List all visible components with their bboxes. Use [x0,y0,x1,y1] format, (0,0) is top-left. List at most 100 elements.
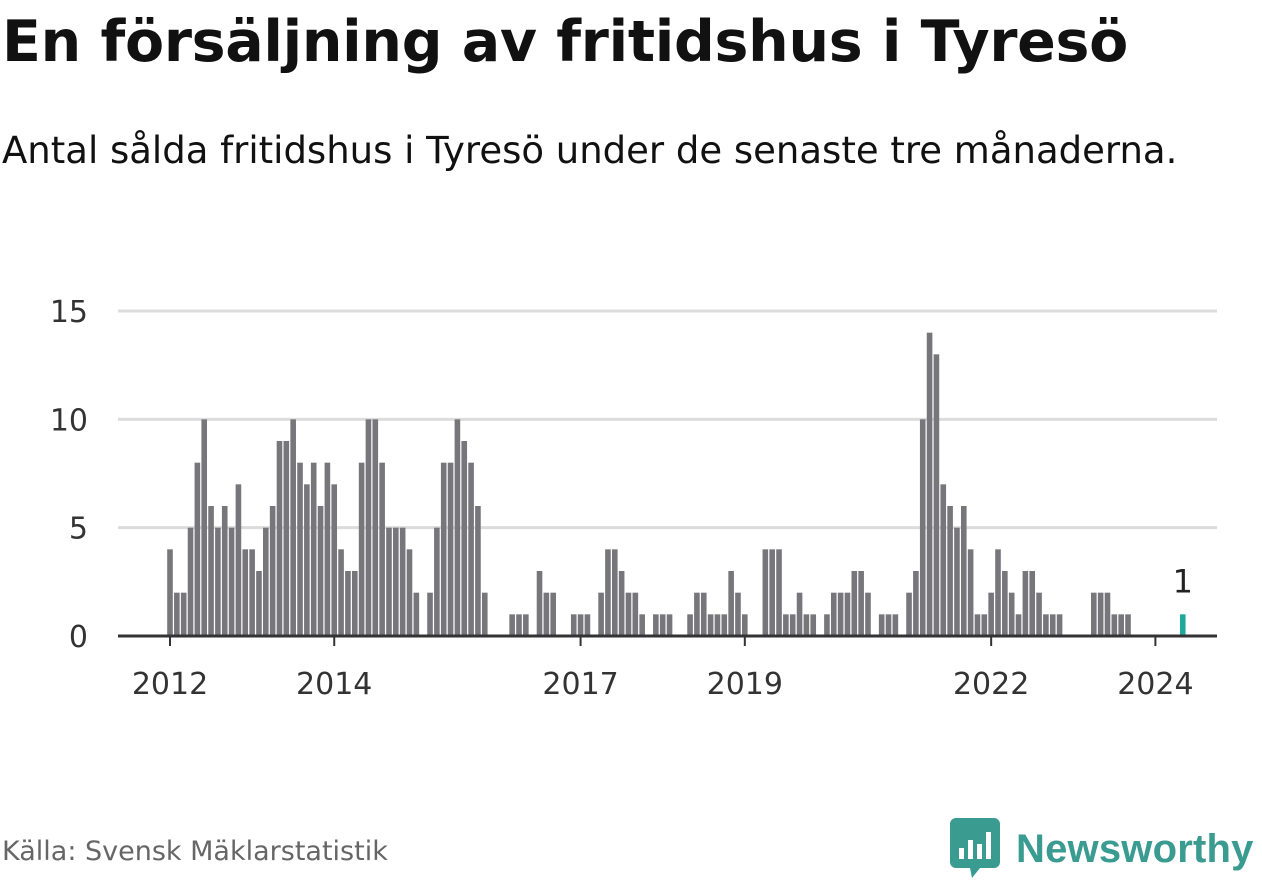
bar [1015,614,1022,636]
bar [632,592,639,636]
bar [393,527,399,636]
bar [263,527,269,636]
bar [584,614,591,636]
bar [954,527,960,636]
bar [304,484,310,636]
bar [461,441,468,636]
bar [659,614,666,636]
bar [783,614,789,636]
bar [830,592,837,636]
bar [249,549,255,636]
annotations: 1 [1173,562,1193,600]
brand-logo: Newsworthy [950,818,1254,880]
bar [509,614,515,636]
bar [742,614,748,636]
bar [728,571,734,636]
bar [885,614,892,636]
bar [440,462,447,636]
bar [865,592,871,636]
bar [878,614,885,636]
brand-name: Newsworthy [1016,826,1254,871]
y-axis-labels: 0 5 10 15 [50,295,88,655]
y-tick-label: 0 [69,620,88,655]
x-tick-label: 2022 [953,667,1029,702]
bar [221,506,228,636]
x-tick-label: 2014 [296,667,372,702]
x-tick-label: 2012 [132,667,208,702]
bar [256,571,262,636]
bar [331,484,338,636]
bar [523,614,529,636]
y-tick-label: 15 [50,295,88,330]
bar [974,614,981,636]
bar [1036,592,1042,636]
bar [242,549,249,636]
bar [605,549,611,636]
bar [981,614,988,636]
bar [167,549,173,636]
bar [844,592,851,636]
bar [776,549,782,636]
bar [796,592,803,636]
source-note: Källa: Svensk Mäklarstatistik [2,836,388,867]
gridlines [118,309,1217,530]
bar [1091,592,1097,636]
bar [967,549,974,636]
bar [735,592,741,636]
bar [358,462,365,636]
bar [653,614,659,636]
bar [454,419,461,636]
bar [687,614,693,636]
bar [413,592,420,636]
bar [570,614,577,636]
bar [297,462,303,636]
bar [1125,614,1131,636]
bar [618,571,625,636]
bar [324,462,331,636]
bar [536,571,543,636]
x-tick-label: 2017 [542,667,618,702]
bar [988,592,994,636]
bar [947,506,953,636]
bar [406,549,413,636]
bar [543,592,550,636]
bars [167,332,1186,636]
bar [639,614,645,636]
bar [789,614,796,636]
bar [612,549,618,636]
bar [228,527,235,636]
bar [762,549,769,636]
bar [215,527,221,636]
bar [1111,614,1118,636]
bar [194,462,201,636]
bar [577,614,584,636]
bar [550,592,557,636]
bar [892,614,899,636]
bar [379,462,385,636]
bar [187,527,194,636]
bar [803,614,810,636]
bar [700,592,707,636]
bar [1022,571,1029,636]
bar-highlight [1179,614,1186,636]
bar [837,592,844,636]
bar [1002,571,1008,636]
data-label: 1 [1173,562,1193,600]
bar [598,592,604,636]
bar [345,571,351,636]
bar [447,462,454,636]
bar [714,614,721,636]
y-tick-label: 10 [50,403,88,438]
bar [824,614,830,636]
bar [372,419,379,636]
x-axis-labels: 2012 2014 2017 2019 2022 2024 [132,636,1194,702]
bar [769,549,775,636]
bar [269,506,276,636]
bar [1097,592,1104,636]
bar [399,527,406,636]
bar [386,527,392,636]
bar [926,332,933,636]
bar [1043,614,1049,636]
bar [933,354,940,636]
bar [960,506,967,636]
